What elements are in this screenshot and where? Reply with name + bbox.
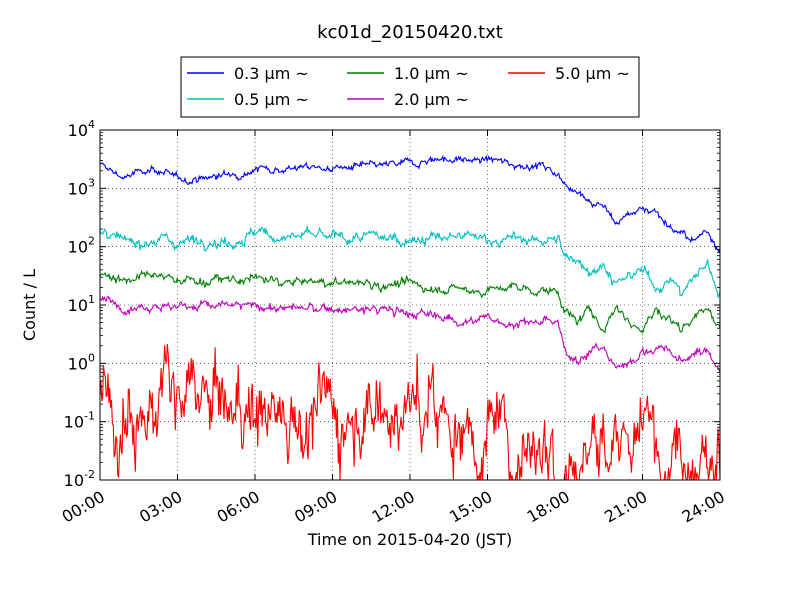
series-line-0 xyxy=(99,154,721,253)
x-tick-label: 00:00 xyxy=(59,487,108,527)
x-tick-label: 24:00 xyxy=(679,487,728,527)
series-line-4 xyxy=(99,344,721,481)
y-tick-label: 104 xyxy=(68,118,95,140)
plot-frame xyxy=(99,129,721,481)
series-lines xyxy=(99,154,721,481)
x-tick-label: 21:00 xyxy=(601,487,650,527)
x-tick-label: 09:00 xyxy=(291,487,340,527)
y-tick-label: 100 xyxy=(68,351,95,373)
y-tick-label: 101 xyxy=(68,293,95,315)
legend-box xyxy=(180,56,640,118)
series-line-3 xyxy=(99,295,721,373)
x-axis-tick-labels: 00:00 03:00 06:00 09:00 12:00 15:00 18:00 21:00… xyxy=(59,487,728,527)
legend-label: 1.0 μm ~ xyxy=(394,64,469,83)
y-tick-label: 103 xyxy=(68,176,95,198)
y-tick-label: 10-2 xyxy=(64,468,95,490)
grid xyxy=(100,130,720,480)
y-axis-tick-labels: 10-2 10-1 100 101 102 103 104 xyxy=(64,118,95,490)
series-line-1 xyxy=(99,225,721,298)
x-tick-label: 15:00 xyxy=(446,487,495,527)
legend-label: 2.0 μm ~ xyxy=(394,90,469,109)
legend-label: 0.5 μm ~ xyxy=(234,90,309,109)
x-axis-label: Time on 2015-04-20 (JST) xyxy=(307,530,512,549)
y-tick-label: 10-1 xyxy=(64,410,95,432)
chart-title: kc01d_20150420.txt xyxy=(317,22,503,43)
y-axis-label: Count / L xyxy=(20,269,39,341)
x-tick-label: 12:00 xyxy=(369,487,418,527)
legend: 0.3 μm ~ 0.5 μm ~ 1.0 μm ~ 2.0 μm ~ 5.0 μm ~ xyxy=(180,56,640,118)
legend-label: 5.0 μm ~ xyxy=(555,64,630,83)
legend-label: 0.3 μm ~ xyxy=(234,64,309,83)
x-tick-label: 03:00 xyxy=(136,487,185,527)
series-line-2 xyxy=(99,269,721,335)
y-tick-label: 102 xyxy=(68,235,95,257)
x-tick-label: 18:00 xyxy=(524,487,573,527)
plot-area xyxy=(99,129,721,481)
x-tick-label: 06:00 xyxy=(214,487,263,527)
